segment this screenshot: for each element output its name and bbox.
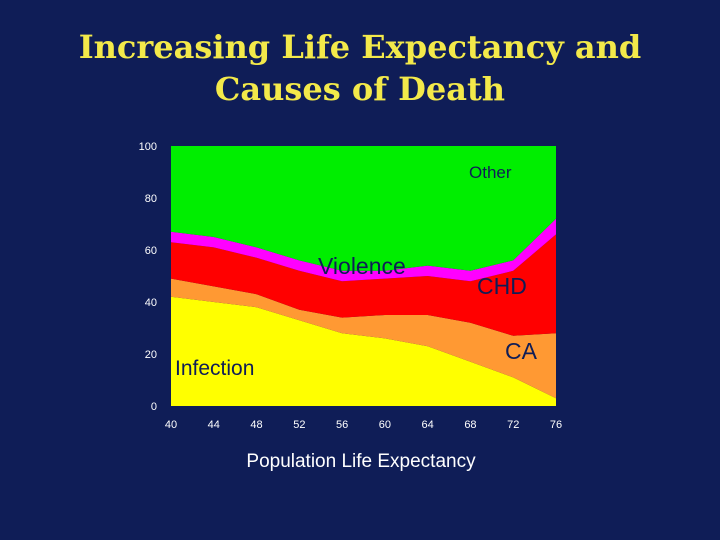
x-tick-label: 72 bbox=[507, 419, 519, 431]
x-tick-label: 56 bbox=[336, 419, 348, 431]
slide-title: Increasing Life Expectancy and Causes of… bbox=[0, 26, 720, 110]
x-tick-label: 44 bbox=[208, 419, 220, 431]
area-infection bbox=[171, 296, 556, 406]
x-axis-label: Population Life Expectancy bbox=[246, 451, 476, 472]
series-label-chd: CHD bbox=[477, 273, 527, 299]
y-tick-label: 20 bbox=[145, 349, 157, 361]
series-label-violence: Violence bbox=[318, 253, 406, 279]
x-tick-label: 76 bbox=[550, 419, 562, 431]
y-tick-label: 40 bbox=[145, 297, 157, 309]
area-chd bbox=[171, 234, 556, 336]
y-tick-label: 60 bbox=[145, 245, 157, 257]
area-ca bbox=[171, 278, 556, 399]
area-series-group bbox=[171, 146, 556, 406]
series-label-other: Other bbox=[469, 163, 512, 182]
slide-title-line-1: Increasing Life Expectancy and bbox=[78, 28, 642, 66]
x-tick-label: 68 bbox=[464, 419, 476, 431]
x-tick-label: 64 bbox=[422, 419, 434, 431]
x-tick-label: 48 bbox=[250, 419, 262, 431]
y-tick-label: 0 bbox=[151, 401, 157, 413]
x-tick-label: 60 bbox=[379, 419, 391, 431]
area-other bbox=[171, 146, 556, 271]
series-label-ca: CA bbox=[505, 338, 538, 364]
y-tick-label: 80 bbox=[145, 193, 157, 205]
area-violence bbox=[171, 218, 556, 282]
y-axis-ticks: 0 20 40 60 80 100 bbox=[139, 141, 157, 413]
x-tick-label: 52 bbox=[293, 419, 305, 431]
slide-title-line-2: Causes of Death bbox=[214, 70, 506, 108]
x-tick-label: 40 bbox=[165, 419, 177, 431]
y-tick-label: 100 bbox=[139, 141, 157, 153]
series-label-infection: Infection bbox=[175, 357, 254, 380]
x-axis-ticks: 40 44 48 52 56 60 64 68 72 76 bbox=[165, 419, 562, 431]
